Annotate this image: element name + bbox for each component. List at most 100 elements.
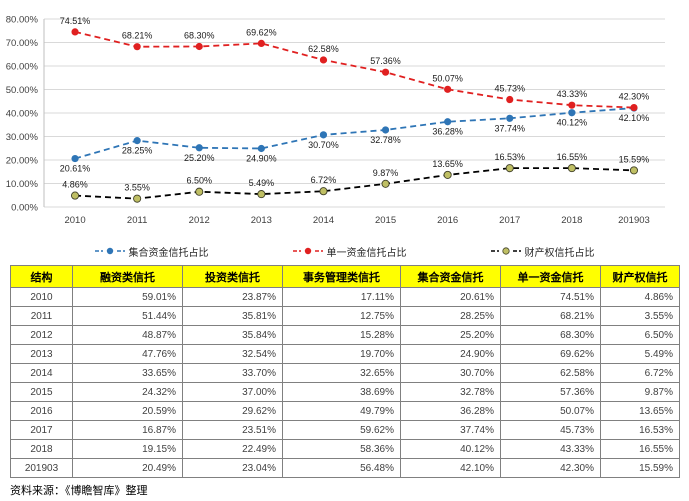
x-axis-tick-label: 2010	[64, 215, 85, 226]
table-cell: 68.30%	[500, 325, 601, 345]
data-label: 6.50%	[186, 176, 212, 186]
column-header-6: 财产权信托	[600, 265, 680, 288]
data-point	[444, 85, 452, 93]
table-cell: 40.12%	[400, 439, 501, 459]
line-chart: 0.00% 10.00% 20.00% 30.00% 40.00% 50.00% 60.00…	[6, 15, 665, 226]
legend-item-0[interactable]: 集合资金信托占比	[94, 244, 209, 259]
table-row-year: 2014	[10, 363, 73, 383]
series-line-1	[74, 31, 634, 109]
table-cell: 57.36%	[500, 382, 601, 402]
table-cell: 49.79%	[282, 401, 401, 421]
data-point	[71, 28, 79, 36]
data-point	[630, 103, 638, 112]
data-label: 37.74%	[494, 123, 525, 133]
table-cell: 33.70%	[182, 363, 283, 383]
column-header-0: 结构	[10, 265, 73, 288]
data-point	[444, 118, 452, 126]
data-point	[568, 109, 576, 117]
table-cell: 28.25%	[400, 306, 501, 326]
data-label: 4.86%	[62, 180, 88, 190]
data-label: 20.61%	[60, 164, 91, 174]
table-cell: 3.55%	[600, 306, 680, 326]
table-row-year: 2016	[10, 401, 73, 421]
x-axis-tick-label: 2018	[561, 215, 582, 226]
data-point	[506, 95, 514, 104]
legend-label-0: 集合资金信托占比	[128, 247, 209, 259]
table-cell: 4.86%	[600, 287, 680, 307]
table-row: 2017 16.87% 23.51% 59.62% 37.74% 45.73% 16.53%	[10, 420, 680, 440]
legend-item-2[interactable]: 财产权信托占比	[490, 244, 595, 259]
table-body: 2010 59.01% 23.87% 17.11% 20.61% 74.51% 4.86% 2…	[10, 287, 680, 478]
table-row-year: 2011	[10, 306, 73, 326]
table-cell: 23.51%	[182, 420, 283, 440]
table-header-row: 结构 融资类信托 投资类信托 事务管理类信托 集合资金信托 单一资金信托 财产权…	[10, 265, 680, 288]
data-label: 50.07%	[432, 73, 463, 83]
table-cell: 32.54%	[182, 344, 283, 364]
x-axis-tick-label: 2013	[251, 215, 272, 226]
y-axis-tick-label: 10.00%	[6, 179, 39, 190]
y-axis-tick-label: 60.00%	[6, 62, 39, 73]
table-row: 2014 33.65% 33.70% 32.65% 30.70% 62.58% 6.72%	[10, 363, 680, 383]
data-point	[71, 191, 80, 200]
table-cell: 12.75%	[282, 306, 401, 326]
data-label: 30.70%	[308, 140, 339, 150]
table-row-year: 2015	[10, 382, 73, 402]
table-cell: 13.65%	[600, 401, 680, 421]
data-point	[568, 101, 576, 109]
table-cell: 29.62%	[182, 401, 283, 421]
legend-marker-icon-0	[94, 247, 125, 255]
table-cell: 35.84%	[182, 325, 283, 345]
data-label: 62.58%	[308, 44, 339, 54]
data-label: 42.30%	[619, 92, 650, 102]
x-axis-tick-label: 2012	[189, 215, 210, 226]
legend-marker-icon-1	[292, 247, 323, 255]
data-label: 9.87%	[373, 168, 399, 178]
x-axis-tick-label: 2014	[313, 215, 334, 226]
column-header-1: 融资类信托	[72, 265, 183, 288]
data-point	[319, 56, 328, 64]
table-cell: 69.62%	[500, 344, 601, 364]
data-label: 69.62%	[246, 27, 277, 37]
table-cell: 17.11%	[282, 287, 401, 307]
legend-item-1[interactable]: 单一资金信托占比	[292, 244, 407, 259]
table-cell: 51.44%	[72, 306, 183, 326]
table-cell: 23.04%	[182, 458, 283, 478]
data-point	[381, 126, 390, 134]
chart-legend: 集合资金信托占比 单一资金信托占比 财产权信托占比	[0, 240, 689, 262]
table-cell: 30.70%	[400, 363, 501, 383]
data-point	[133, 137, 141, 145]
table-row: 2018 19.15% 22.49% 58.36% 40.12% 43.33% 16.55%	[10, 439, 680, 459]
source-note: 资料来源：《博瞻智库》整理	[10, 485, 148, 497]
table-cell: 42.10%	[400, 458, 501, 478]
data-point	[319, 187, 328, 196]
table-cell: 5.49%	[600, 344, 680, 364]
legend-label-1: 单一资金信托占比	[326, 247, 407, 259]
table-cell: 24.32%	[72, 382, 183, 402]
table-row-year: 2017	[10, 420, 73, 440]
data-point	[71, 154, 79, 163]
data-label: 28.25%	[122, 146, 153, 156]
data-point	[257, 144, 265, 153]
table-cell: 15.59%	[600, 458, 680, 478]
data-point	[257, 39, 265, 47]
table-cell: 6.50%	[600, 325, 680, 345]
chart-container: 0.00% 10.00% 20.00% 30.00% 40.00% 50.00% 60.00…	[0, 0, 689, 240]
y-axis-tick-label: 30.00%	[6, 132, 39, 143]
data-label: 68.30%	[184, 30, 215, 40]
table-cell: 33.65%	[72, 363, 183, 383]
x-axis-tick-label: 2011	[127, 215, 147, 226]
y-axis-tick-label: 0.00%	[11, 203, 38, 214]
table-row: 2013 47.76% 32.54% 19.70% 24.90% 69.62% 5.49%	[10, 344, 680, 364]
table-cell: 15.28%	[282, 325, 401, 345]
table-cell: 37.74%	[400, 420, 501, 440]
data-label: 40.12%	[557, 118, 588, 128]
table-cell: 43.33%	[500, 439, 601, 459]
data-label: 3.55%	[124, 183, 150, 193]
data-label: 42.10%	[619, 113, 650, 123]
table-row: 2010 59.01% 23.87% 17.11% 20.61% 74.51% 4.86%	[10, 287, 680, 307]
data-label: 24.90%	[246, 153, 277, 163]
table-row-year: 2010	[10, 287, 73, 307]
table-cell: 37.00%	[182, 382, 283, 402]
y-axis-tick-label: 80.00%	[6, 15, 39, 26]
table-cell: 20.49%	[72, 458, 183, 478]
